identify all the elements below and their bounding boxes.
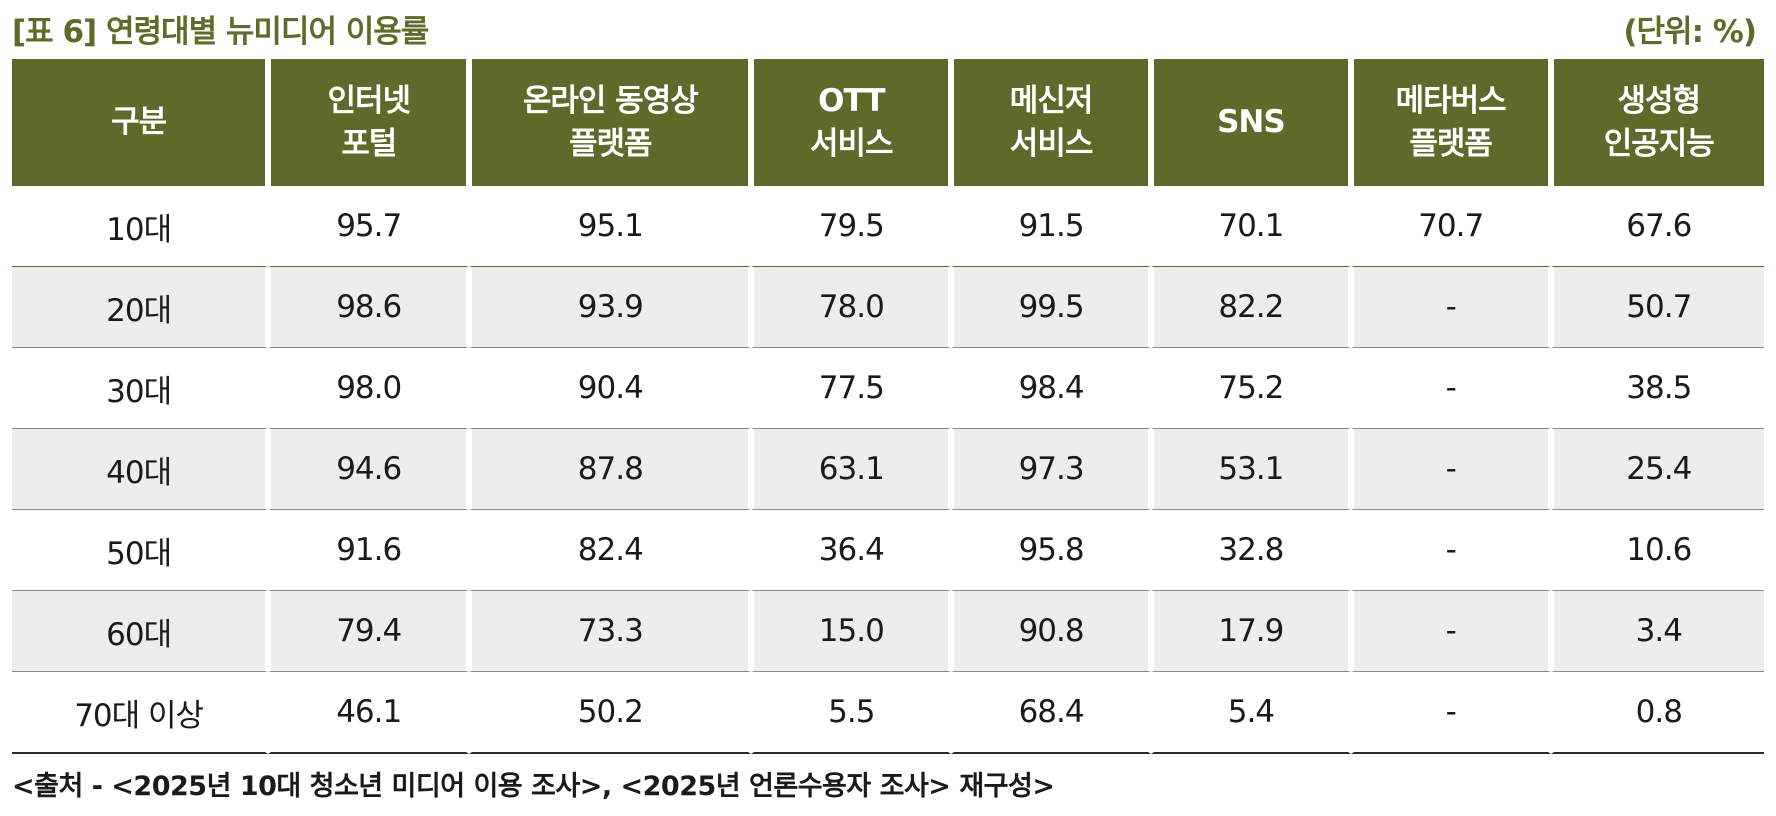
table-cell: 38.5 <box>1550 348 1764 429</box>
table-cell: 82.4 <box>469 510 752 591</box>
table-cell: 79.5 <box>751 186 952 267</box>
table-row: 60대 79.4 73.3 15.0 90.8 17.9 - 3.4 <box>12 591 1764 672</box>
table-cell: 78.0 <box>751 267 952 348</box>
table-cell: 73.3 <box>469 591 752 672</box>
table-cell: 15.0 <box>751 591 952 672</box>
table-cell: 90.8 <box>951 591 1151 672</box>
table-cell: 98.0 <box>268 348 470 429</box>
table-cell: - <box>1350 429 1551 510</box>
table-cell: 97.3 <box>951 429 1151 510</box>
table-cell: 98.4 <box>951 348 1151 429</box>
table-cell: 36.4 <box>751 510 952 591</box>
table-cell: 25.4 <box>1550 429 1764 510</box>
row-label: 60대 <box>12 591 269 672</box>
header-ott-service: OTT 서비스 <box>751 59 952 186</box>
table-cell: 95.8 <box>951 510 1151 591</box>
table-cell: - <box>1350 267 1551 348</box>
table-cell: 50.2 <box>469 672 752 754</box>
table-cell: 5.5 <box>751 672 952 754</box>
header-generative-ai: 생성형 인공지능 <box>1550 59 1764 186</box>
table-row: 10대 95.7 95.1 79.5 91.5 70.1 70.7 67.6 <box>12 186 1764 267</box>
source-note: <출처 - <2025년 10대 청소년 미디어 이용 조사>, <2025년 … <box>12 771 1055 802</box>
table-cell: 50.7 <box>1550 267 1764 348</box>
table-cell: 0.8 <box>1550 672 1764 754</box>
table-cell: - <box>1350 672 1551 754</box>
table-cell: 82.2 <box>1150 267 1351 348</box>
table-cell: 32.8 <box>1150 510 1351 591</box>
table-row: 20대 98.6 93.9 78.0 99.5 82.2 - 50.7 <box>12 267 1764 348</box>
table-title: [표 6] 연령대별 뉴미디어 이용률 <box>12 14 429 50</box>
row-label: 50대 <box>12 510 269 591</box>
table-cell: 17.9 <box>1150 591 1351 672</box>
table-row: 30대 98.0 90.4 77.5 98.4 75.2 - 38.5 <box>12 348 1764 429</box>
table-cell: - <box>1350 591 1551 672</box>
header-internet-portal: 인터넷 포털 <box>268 59 470 186</box>
table-row: 50대 91.6 82.4 36.4 95.8 32.8 - 10.6 <box>12 510 1764 591</box>
table-cell: 91.6 <box>268 510 470 591</box>
table-cell: 70.1 <box>1150 186 1351 267</box>
table-cell: 3.4 <box>1550 591 1764 672</box>
row-label: 70대 이상 <box>12 672 269 754</box>
table-cell: 46.1 <box>268 672 470 754</box>
table-cell: 95.1 <box>469 186 752 267</box>
header-sns: SNS <box>1150 59 1351 186</box>
header-online-video-platform: 온라인 동영상 플랫폼 <box>469 59 752 186</box>
row-label: 10대 <box>12 186 269 267</box>
table-row: 40대 94.6 87.8 63.1 97.3 53.1 - 25.4 <box>12 429 1764 510</box>
table-cell: 94.6 <box>268 429 470 510</box>
table-cell: 75.2 <box>1150 348 1351 429</box>
table-cell: 63.1 <box>751 429 952 510</box>
table-row: 70대 이상 46.1 50.2 5.5 68.4 5.4 - 0.8 <box>12 672 1764 754</box>
table-cell: 79.4 <box>268 591 470 672</box>
header-messenger-service: 메신저 서비스 <box>951 59 1151 186</box>
table-cell: 98.6 <box>268 267 470 348</box>
table-cell: 70.7 <box>1350 186 1551 267</box>
unit-label: (단위: %) <box>1623 14 1757 50</box>
header-category: 구분 <box>12 59 269 186</box>
row-label: 40대 <box>12 429 269 510</box>
table-cell: 10.6 <box>1550 510 1764 591</box>
table-cell: 99.5 <box>951 267 1151 348</box>
table-cell: 91.5 <box>951 186 1151 267</box>
row-label: 20대 <box>12 267 269 348</box>
table-cell: 67.6 <box>1550 186 1764 267</box>
table-cell: 95.7 <box>268 186 470 267</box>
table-cell: 87.8 <box>469 429 752 510</box>
table-cell: 90.4 <box>469 348 752 429</box>
table-cell: 5.4 <box>1150 672 1351 754</box>
table-cell: - <box>1350 510 1551 591</box>
header-row: 구분 인터넷 포털 온라인 동영상 플랫폼 OTT 서비스 메신저 서비스 SNS 메타… <box>12 59 1764 186</box>
table-cell: 68.4 <box>951 672 1151 754</box>
table-cell: 93.9 <box>469 267 752 348</box>
usage-rate-table: 구분 인터넷 포털 온라인 동영상 플랫폼 OTT 서비스 메신저 서비스 SNS 메타… <box>12 59 1764 754</box>
header-metaverse-platform: 메타버스 플랫폼 <box>1350 59 1551 186</box>
table-cell: 53.1 <box>1150 429 1351 510</box>
row-label: 30대 <box>12 348 269 429</box>
table-cell: - <box>1350 348 1551 429</box>
table-cell: 77.5 <box>751 348 952 429</box>
